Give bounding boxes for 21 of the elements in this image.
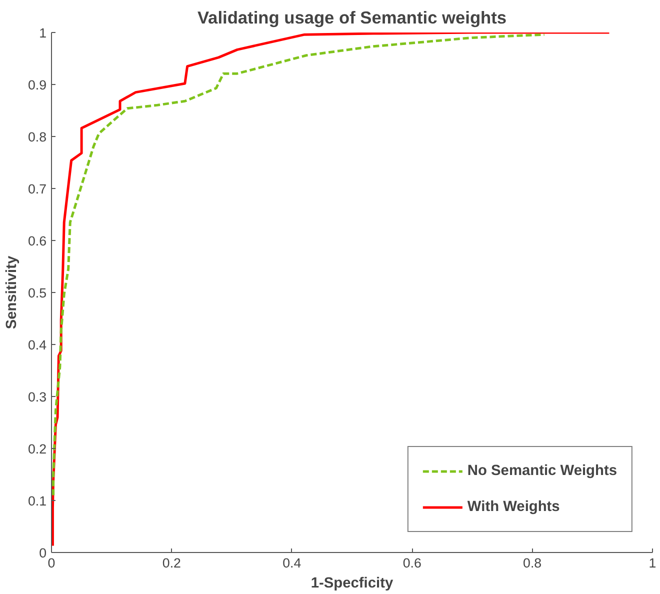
x-tick-label: 1 <box>648 556 656 570</box>
y-tick-label: 0.7 <box>28 182 47 196</box>
y-tick-label: 0 <box>39 546 47 560</box>
chart-title: Validating usage of Semantic weights <box>197 8 507 28</box>
x-axis-title: 1-Specficity <box>310 576 394 592</box>
x-tick-label: 0.2 <box>162 556 181 570</box>
legend-label: With Weights <box>467 499 560 515</box>
x-tick-label: 0.8 <box>523 556 542 570</box>
y-tick-label: 0.8 <box>28 130 47 144</box>
y-axis-title: Sensitivity <box>4 254 20 330</box>
y-tick-label: 0.1 <box>28 494 47 508</box>
legend-label: No Semantic Weights <box>467 463 617 479</box>
x-tick-label: 0.6 <box>402 556 422 570</box>
y-tick-label: 0.4 <box>28 338 48 352</box>
y-tick-label: 0.6 <box>28 234 47 248</box>
y-tick-label: 1 <box>39 26 47 40</box>
x-tick-label: 0.4 <box>282 556 302 570</box>
y-tick-label: 0.9 <box>28 78 47 92</box>
y-tick-label: 0.3 <box>28 390 47 404</box>
y-tick-label: 0.2 <box>28 442 47 456</box>
y-tick-label: 0.5 <box>28 286 47 300</box>
